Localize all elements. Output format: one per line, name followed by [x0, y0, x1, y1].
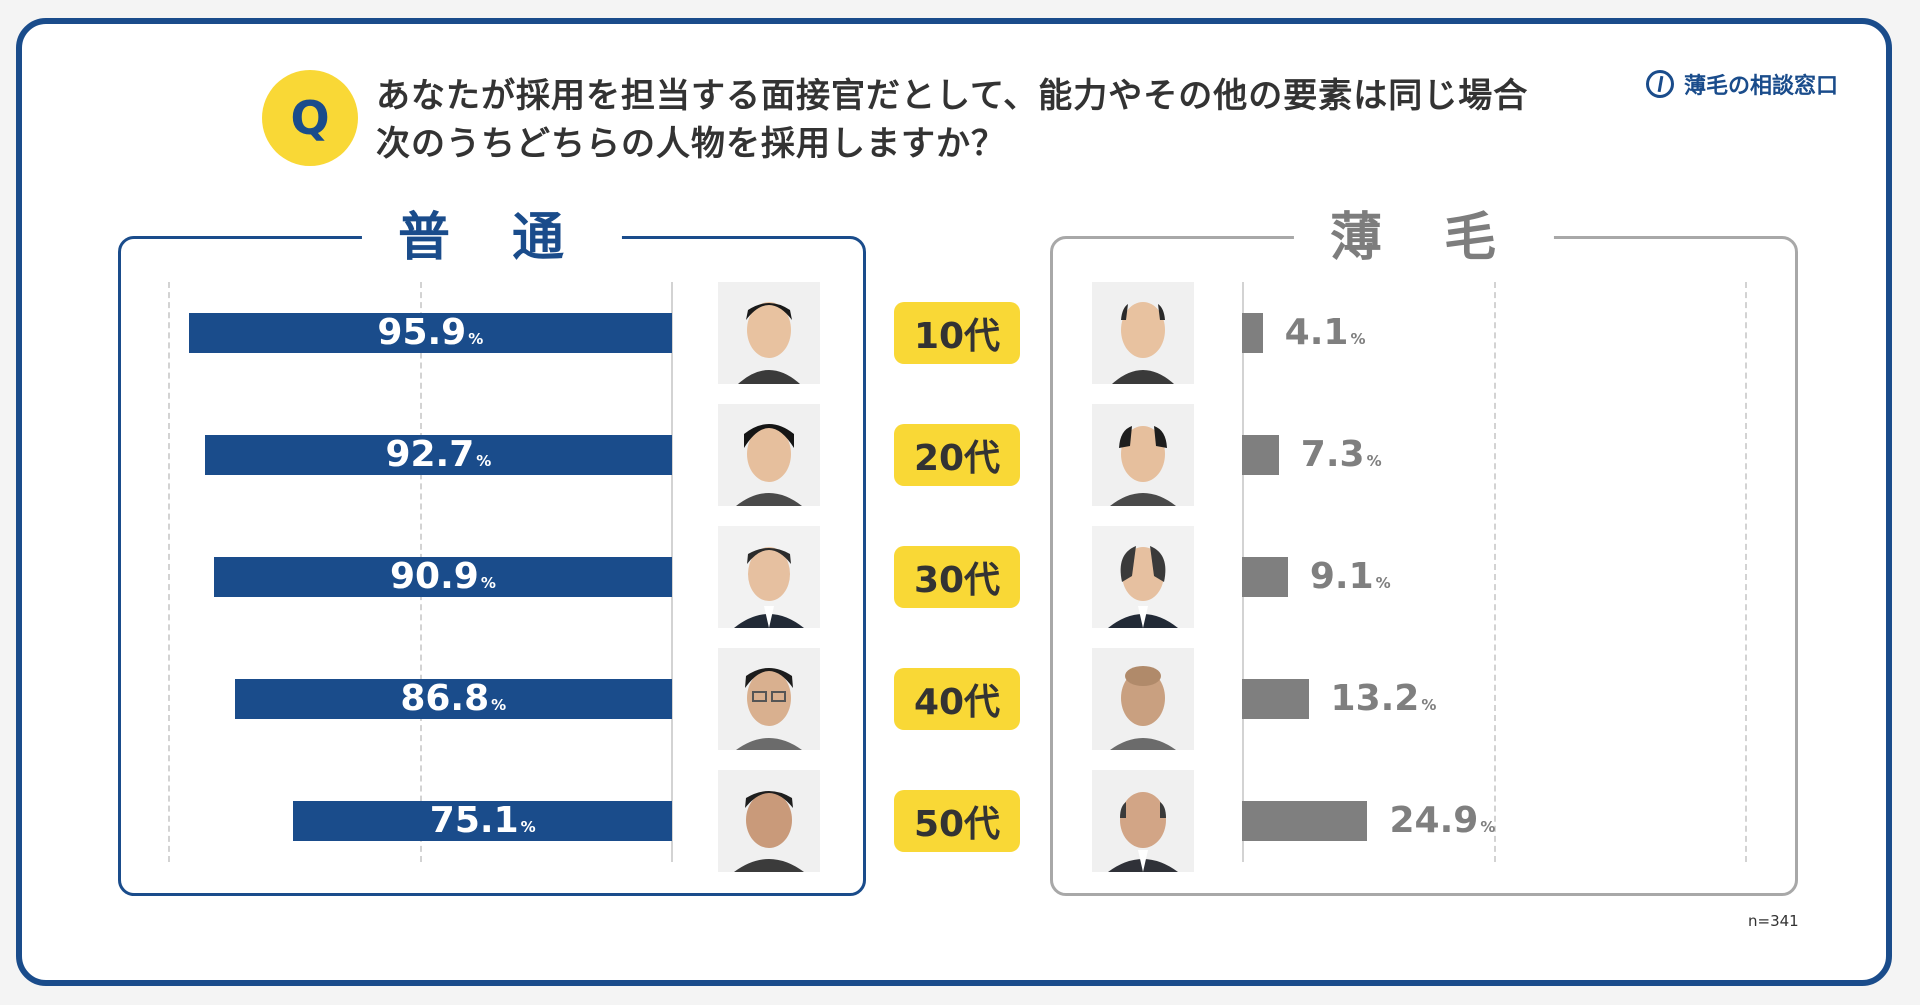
normal-value-number: 86.8: [400, 678, 490, 719]
normal-bar: 86.8%: [234, 679, 672, 719]
thin-bar: [1242, 435, 1279, 475]
face-thin-50s: [1092, 770, 1194, 872]
thin-value-number: 4.1: [1284, 312, 1349, 353]
thin-value-number: 24.9: [1389, 800, 1479, 841]
thin-value-unit: %: [1480, 818, 1496, 836]
normal-value-label: 86.8%: [235, 679, 672, 719]
normal-value-number: 92.7: [385, 434, 475, 475]
normal-gridline-100: [168, 282, 170, 862]
question-line-2: 次のうちどちらの人物を採用しますか？: [376, 124, 1006, 164]
normal-bar: 90.9%: [213, 557, 672, 597]
face-thin-20s: [1092, 404, 1194, 506]
normal-bar: 75.1%: [293, 801, 672, 841]
thin-gridline-50: [1494, 282, 1496, 862]
brand-name: 薄毛の相談窓口: [1683, 74, 1838, 99]
normal-value-unit: %: [476, 452, 492, 470]
thin-bar: [1242, 679, 1309, 719]
normal-value-unit: %: [480, 574, 496, 592]
thin-value-unit: %: [1350, 330, 1366, 348]
question-badge: Q: [262, 70, 358, 166]
face-normal-10s: [718, 282, 820, 384]
thin-value-unit: %: [1421, 696, 1437, 714]
face-normal-50s: [718, 770, 820, 872]
normal-axis-line: [671, 282, 673, 862]
normal-value-number: 75.1: [429, 800, 519, 841]
thin-value-number: 13.2: [1330, 678, 1420, 719]
sample-size-note: n=341: [1748, 912, 1799, 930]
normal-value-unit: %: [520, 818, 536, 836]
face-thin-10s: [1092, 282, 1194, 384]
normal-value-label: 75.1%: [293, 801, 672, 841]
face-normal-40s: [718, 648, 820, 750]
thin-gridline-100: [1745, 282, 1747, 862]
normal-panel-title: 普 通: [361, 203, 623, 273]
normal-value-unit: %: [468, 330, 484, 348]
face-thin-30s: [1092, 526, 1194, 628]
age-group-label: 10代: [894, 302, 1020, 364]
hair-logo-icon: [1645, 70, 1674, 98]
thin-bar: [1242, 557, 1288, 597]
thin-bar: [1242, 313, 1263, 353]
thin-value-label: 13.2%: [1331, 679, 1437, 719]
thin-value-label: 9.1%: [1310, 557, 1391, 597]
question-line-1: あなたが採用を担当する面接官だとして、能力やその他の要素は同じ場合: [376, 76, 1529, 116]
normal-value-label: 95.9%: [189, 313, 672, 353]
thin-value-unit: %: [1375, 574, 1391, 592]
thin-value-label: 4.1%: [1285, 313, 1366, 353]
normal-value-label: 90.9%: [214, 557, 672, 597]
age-group-label: 40代: [894, 668, 1020, 730]
thin-value-label: 24.9%: [1389, 801, 1495, 841]
normal-bar: 95.9%: [188, 313, 672, 353]
normal-value-number: 90.9: [389, 556, 479, 597]
thin-panel-title: 薄 毛: [1293, 203, 1555, 273]
face-normal-20s: [718, 404, 820, 506]
thin-value-unit: %: [1366, 452, 1382, 470]
normal-hair-panel: 普 通: [118, 203, 866, 896]
thin-bar: [1242, 801, 1368, 841]
normal-bar: 92.7%: [204, 435, 672, 475]
thinning-hair-panel: 薄 毛: [1050, 203, 1798, 896]
question-text: あなたが採用を担当する面接官だとして、能力やその他の要素は同じ場合 次のうちどち…: [376, 72, 1528, 168]
normal-value-unit: %: [491, 696, 507, 714]
face-thin-40s: [1092, 648, 1194, 750]
brand-logo: 薄毛の相談窓口: [1645, 68, 1838, 100]
age-group-label: 30代: [894, 546, 1020, 608]
face-normal-30s: [718, 526, 820, 628]
age-group-label: 20代: [894, 424, 1020, 486]
age-group-label: 50代: [894, 790, 1020, 852]
normal-value-number: 95.9: [377, 312, 467, 353]
thin-value-number: 9.1: [1309, 556, 1374, 597]
thin-value-label: 7.3%: [1301, 435, 1382, 475]
normal-value-label: 92.7%: [205, 435, 672, 475]
thin-value-number: 7.3: [1300, 434, 1365, 475]
